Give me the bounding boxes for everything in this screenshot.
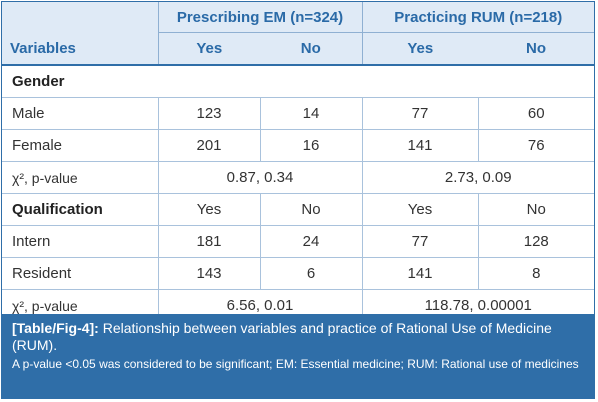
caption-text: Relationship between variables and pract… — [12, 320, 552, 353]
stat-value-rum: 2.73, 0.09 — [361, 161, 594, 194]
stat-row: χ², p-value 0.87, 0.34 2.73, 0.09 — [2, 161, 594, 194]
table-caption: [Table/Fig-4]: Relationship between vari… — [2, 314, 594, 398]
rum-no-header: No — [478, 32, 594, 66]
table-header: Prescribing EM (n=324) Practicing RUM (n… — [2, 2, 594, 66]
table-body: Gender Male 123 14 77 60 Female 201 16 1… — [2, 65, 594, 322]
group-header-rum: Practicing RUM (n=218) — [361, 2, 594, 33]
caption-note: A p-value <0.05 was considered to be sig… — [12, 357, 579, 371]
table-cell: 77 — [361, 225, 478, 258]
table-cell: 128 — [477, 225, 594, 258]
subheader-cell: No — [477, 193, 594, 226]
table-row: Intern 181 24 77 128 — [2, 225, 594, 258]
subheader-cell: Yes — [157, 193, 260, 226]
table-cell: 16 — [259, 129, 362, 162]
section-title: Gender — [2, 65, 594, 98]
table-cell: 60 — [477, 97, 594, 130]
caption-title: [Table/Fig-4]: Relationship between vari… — [12, 320, 584, 354]
header-spacer — [2, 2, 158, 33]
table-cell: 143 — [157, 257, 260, 290]
data-table: Prescribing EM (n=324) Practicing RUM (n… — [2, 2, 594, 322]
table-cell: 141 — [361, 129, 478, 162]
row-label: Intern — [2, 225, 158, 258]
subheader-cell: No — [259, 193, 362, 226]
table-cell: 141 — [361, 257, 478, 290]
stat-label: χ², p-value — [2, 161, 158, 194]
table-cell: 6 — [259, 257, 362, 290]
subheader-cell: Yes — [361, 193, 478, 226]
em-no-header: No — [260, 32, 362, 66]
row-label: Resident — [2, 257, 158, 290]
group-header-em: Prescribing EM (n=324) — [157, 2, 362, 33]
section-row-gender: Gender — [2, 65, 594, 98]
table-cell: 24 — [259, 225, 362, 258]
row-label: Female — [2, 129, 158, 162]
rum-yes-header: Yes — [361, 32, 478, 66]
table-cell: 76 — [477, 129, 594, 162]
table-cell: 14 — [259, 97, 362, 130]
section-row-qualification: Qualification Yes No Yes No — [2, 193, 594, 226]
table-cell: 181 — [157, 225, 260, 258]
row-label: Male — [2, 97, 158, 130]
variables-header: Variables — [2, 32, 158, 66]
stat-value-em: 0.87, 0.34 — [157, 161, 362, 194]
table-row: Resident 143 6 141 8 — [2, 257, 594, 290]
table-cell: 201 — [157, 129, 260, 162]
table-row: Male 123 14 77 60 — [2, 97, 594, 130]
table-cell: 77 — [361, 97, 478, 130]
table-cell: 123 — [157, 97, 260, 130]
table-cell: 8 — [477, 257, 594, 290]
em-yes-header: Yes — [157, 32, 260, 66]
section-title: Qualification — [2, 193, 158, 226]
caption-ref: [Table/Fig-4]: — [12, 320, 99, 336]
table-row: Female 201 16 141 76 — [2, 129, 594, 162]
